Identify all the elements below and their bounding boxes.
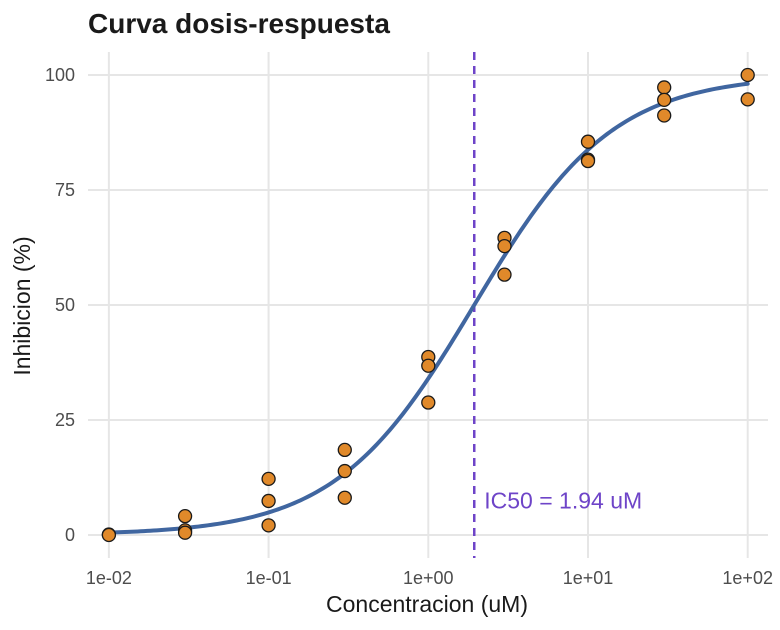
data-point-4 xyxy=(177,525,193,540)
x-tick-label-2: 1e+00 xyxy=(403,568,454,588)
data-point-21 xyxy=(657,92,672,107)
data-point-19 xyxy=(580,153,596,169)
x-tick-label-4: 1e+02 xyxy=(722,568,773,588)
data-point-17 xyxy=(580,134,596,149)
y-tick-labels: 0 25 50 75 100 xyxy=(45,65,75,545)
y-tick-label-3: 75 xyxy=(55,180,75,200)
y-tick-label-1: 25 xyxy=(55,410,75,430)
data-point-15 xyxy=(497,238,512,254)
data-point-6 xyxy=(261,493,276,509)
chart-title: Curva dosis-respuesta xyxy=(88,8,390,39)
data-point-7 xyxy=(261,518,276,533)
data-point-9 xyxy=(337,463,352,479)
data-point-16 xyxy=(497,267,512,282)
x-axis-label: Concentracion (uM) xyxy=(326,591,528,617)
x-tick-labels: 1e-02 1e-01 1e+00 1e+01 1e+02 xyxy=(86,568,773,588)
fit-curve xyxy=(106,81,750,535)
y-axis-label: Inhibicion (%) xyxy=(9,236,35,375)
data-point-22 xyxy=(657,108,672,123)
data-point-23 xyxy=(740,67,755,83)
data-point-2 xyxy=(177,508,193,524)
x-tick-label-3: 1e+01 xyxy=(563,568,614,588)
data-point-10 xyxy=(337,490,352,505)
data-point-12 xyxy=(421,358,436,373)
y-tick-label-0: 0 xyxy=(65,525,75,545)
grid xyxy=(88,52,768,558)
data-point-8 xyxy=(337,442,352,458)
y-tick-label-2: 50 xyxy=(55,295,75,315)
data-points xyxy=(101,67,755,543)
x-tick-label-0: 1e-02 xyxy=(86,568,132,588)
data-point-5 xyxy=(261,471,276,487)
data-point-24 xyxy=(740,92,755,107)
x-tick-label-1: 1e-01 xyxy=(246,568,292,588)
data-point-13 xyxy=(421,395,436,410)
y-tick-label-4: 100 xyxy=(45,65,75,85)
ic50-annotation: IC50 = 1.94 uM xyxy=(484,488,642,514)
data-point-20 xyxy=(657,80,672,95)
data-point-1 xyxy=(101,527,117,543)
